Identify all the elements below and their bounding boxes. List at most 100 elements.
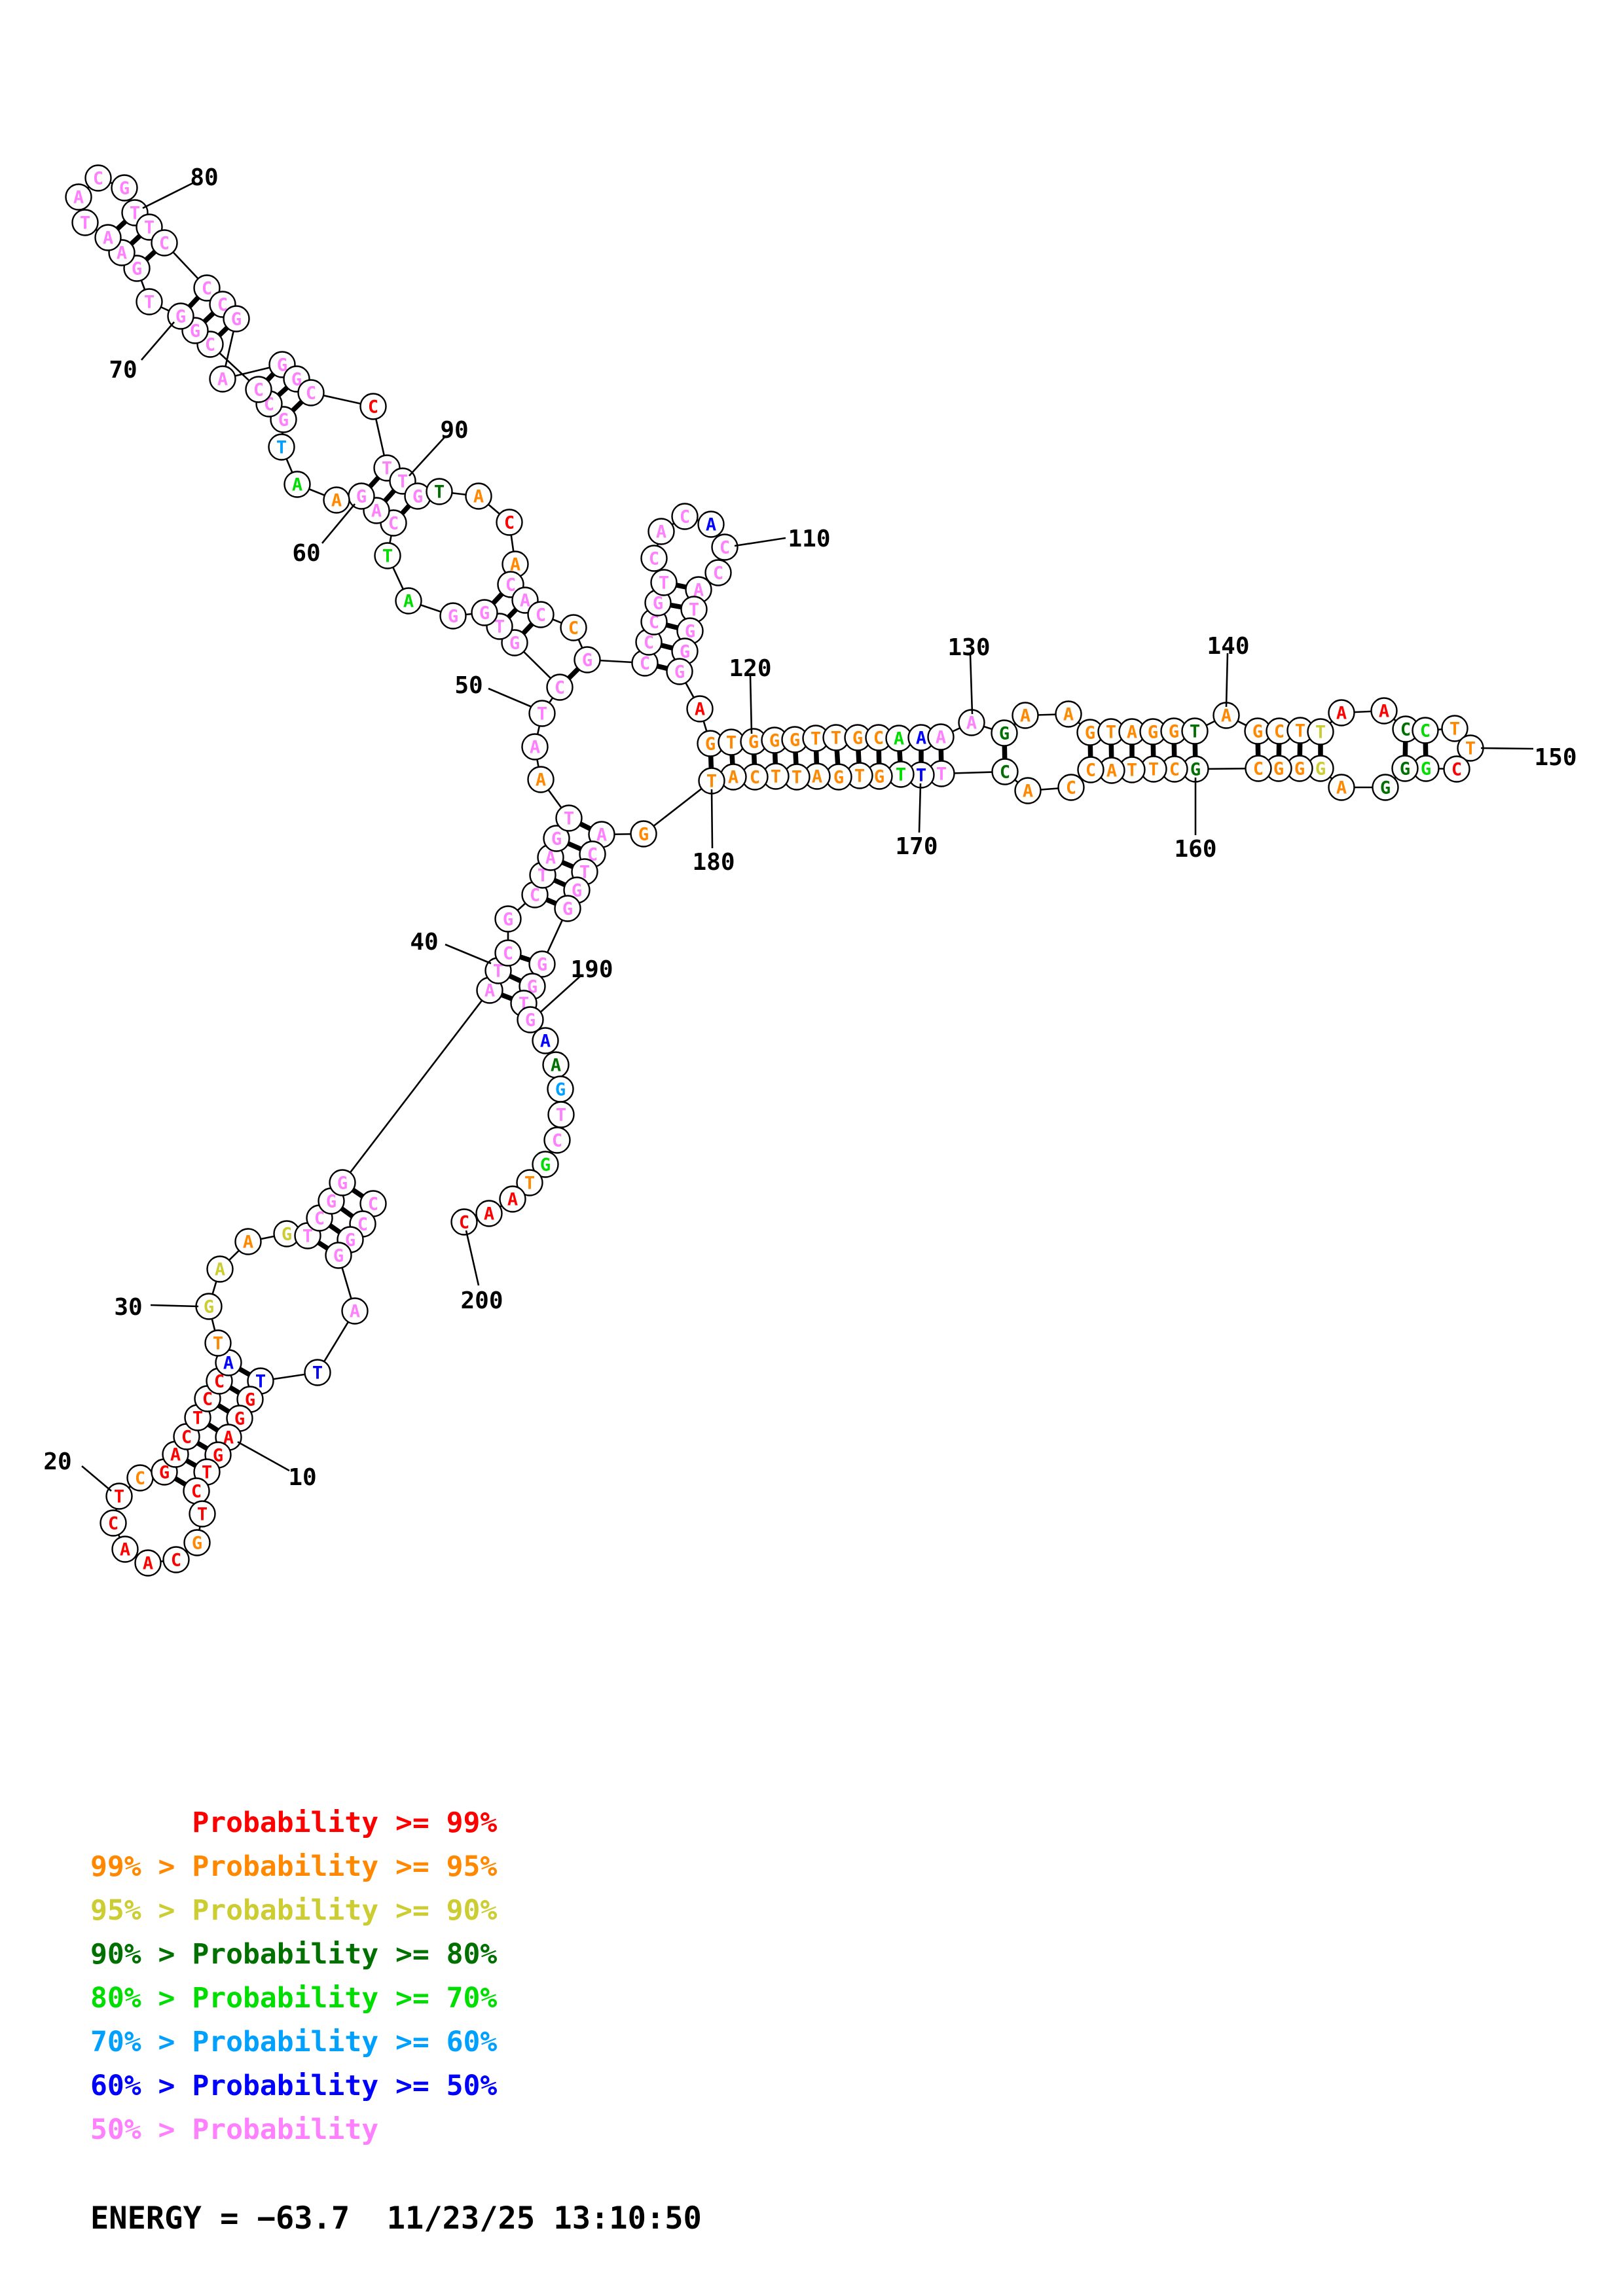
- base-letter: T: [564, 809, 574, 829]
- nucleotide: [206, 1255, 234, 1283]
- base-letter: C: [202, 1390, 213, 1410]
- nucleotide: [630, 820, 657, 848]
- base-letter: C: [555, 678, 565, 698]
- base-letter: C: [720, 538, 730, 558]
- nucleotide: [647, 518, 675, 545]
- position-label: 40: [410, 929, 438, 956]
- base-letter: G: [705, 734, 716, 755]
- base-letter: G: [540, 1155, 551, 1175]
- nucleotide: [671, 503, 699, 530]
- position-label-line: [1225, 653, 1229, 708]
- base-letter: C: [205, 335, 215, 355]
- base-letter: G: [551, 829, 562, 850]
- base-letter: A: [403, 592, 414, 612]
- base-letter: A: [73, 188, 84, 208]
- nucleotide: [686, 695, 714, 723]
- legend-row-90: 95% > Probability >= 90%: [90, 1894, 498, 1927]
- base-letter: C: [680, 507, 690, 528]
- base-letter: C: [368, 1194, 378, 1215]
- nucleotide: [543, 1126, 571, 1154]
- base-letter: A: [1023, 781, 1033, 802]
- nucleotide: [528, 950, 556, 978]
- base-letter: C: [202, 279, 212, 299]
- base-letter: T: [197, 1505, 208, 1525]
- base-letter: G: [555, 1080, 566, 1100]
- base-letter: G: [231, 310, 242, 330]
- base-letter: C: [108, 1514, 119, 1534]
- base-letter: G: [685, 622, 695, 642]
- nucleotide: [134, 1549, 162, 1577]
- nucleotide: [268, 433, 295, 461]
- nucleotide: [532, 1027, 559, 1054]
- base-letter: G: [790, 730, 800, 751]
- base-letter: C: [1000, 762, 1010, 783]
- nucleotide: [711, 533, 739, 561]
- base-letter: C: [713, 564, 723, 584]
- nucleotide: [100, 1509, 127, 1537]
- nucleotide: [111, 174, 138, 202]
- nucleotide: [183, 1529, 211, 1556]
- base-letter: G: [525, 1011, 536, 1031]
- position-label: 50: [454, 672, 483, 699]
- base-letter: A: [551, 1056, 561, 1076]
- base-letter: G: [479, 603, 490, 624]
- nucleotide: [527, 766, 555, 793]
- position-label-line: [918, 783, 922, 833]
- legend-row-70: 80% > Probability >= 70%: [90, 1982, 498, 2015]
- base-letter: C: [217, 295, 228, 315]
- nucleotide: [374, 542, 401, 569]
- nucleotide: [1077, 756, 1104, 783]
- nucleotide: [439, 602, 467, 630]
- base-letter: T: [312, 1363, 323, 1384]
- nucleotide: [341, 1297, 369, 1325]
- base-letter: G: [874, 767, 884, 787]
- nucleotide: [1181, 717, 1209, 745]
- base-letter: C: [640, 654, 650, 674]
- base-letter: A: [1106, 761, 1117, 781]
- base-letter: A: [1336, 704, 1347, 724]
- nucleotide: [1443, 755, 1470, 783]
- position-label-line: [321, 503, 356, 544]
- base-letter: C: [503, 944, 513, 964]
- base-letter: C: [1274, 722, 1285, 742]
- base-letter: T: [397, 472, 408, 492]
- nucleotide: [496, 509, 523, 536]
- base-letter: A: [1379, 702, 1389, 722]
- nucleotide: [304, 1359, 331, 1386]
- base-letter: T: [524, 1174, 535, 1194]
- position-label: 90: [440, 417, 468, 444]
- nucleotide: [560, 614, 587, 641]
- base-letter: T: [493, 961, 503, 982]
- base-letter: T: [255, 1372, 266, 1392]
- base-letter: T: [896, 765, 906, 785]
- base-letter: T: [1106, 723, 1116, 743]
- base-letter: G: [562, 899, 573, 920]
- nucleotide: [554, 895, 581, 922]
- position-label: 20: [43, 1448, 71, 1475]
- position-label: 200: [460, 1287, 503, 1314]
- base-letter: G: [356, 487, 367, 507]
- base-letter: T: [792, 768, 802, 788]
- base-letter: C: [314, 1209, 325, 1229]
- base-letter: A: [693, 581, 704, 601]
- base-letter: T: [1450, 719, 1460, 740]
- nucleotide: [1057, 774, 1085, 801]
- position-label-line: [409, 436, 446, 476]
- nucleotide: [245, 376, 272, 403]
- position-label-line: [142, 182, 193, 209]
- nucleotide: [325, 1242, 352, 1269]
- base-letter: G: [190, 321, 200, 342]
- base-letter: G: [282, 1225, 292, 1245]
- base-letter: T: [276, 438, 287, 458]
- base-letter: C: [536, 605, 546, 626]
- base-letter: A: [536, 770, 546, 791]
- nucleotide: [136, 288, 163, 315]
- base-letter: C: [644, 633, 654, 653]
- base-letter: T: [202, 1463, 212, 1483]
- nucleotide: [193, 274, 221, 302]
- base-letter: A: [894, 729, 904, 749]
- base-letter: G: [326, 1192, 337, 1212]
- nucleotide: [234, 1228, 262, 1255]
- base-letter: A: [728, 768, 739, 788]
